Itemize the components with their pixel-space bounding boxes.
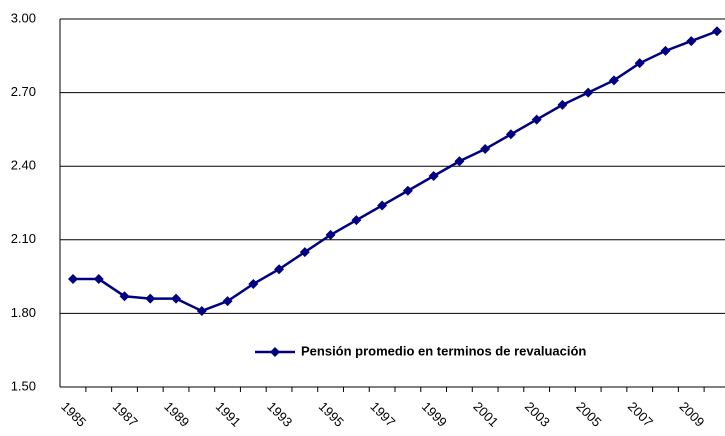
marker (222, 296, 233, 307)
marker (557, 99, 568, 110)
marker (119, 291, 130, 302)
y-tick-label: 1.80 (11, 305, 36, 320)
x-tick-label: 1991 (213, 399, 244, 430)
marker (686, 36, 697, 47)
y-tick-label: 2.40 (11, 158, 36, 173)
marker (325, 229, 336, 240)
line (73, 30, 718, 313)
x-tick-label: 1987 (110, 399, 141, 430)
marker (480, 144, 491, 155)
marker (505, 129, 516, 140)
marker (583, 87, 594, 98)
x-tick-label: 1997 (367, 399, 398, 430)
x-tick-label: 2007 (625, 399, 656, 430)
legend-marker (270, 347, 280, 357)
marker (402, 185, 413, 196)
x-tick-label: 1989 (161, 399, 192, 430)
y-tick-label: 2.10 (11, 231, 36, 246)
x-tick-label: 2005 (573, 399, 604, 430)
marker (531, 114, 542, 125)
marker (299, 247, 310, 258)
x-tick-label: 1985 (58, 399, 89, 430)
x-tick-label: 1999 (419, 399, 450, 430)
marker (248, 278, 259, 289)
marker (351, 215, 362, 226)
marker (68, 274, 78, 285)
marker (274, 264, 285, 275)
legend-label: Pensión promedio en terminos de revaluac… (301, 343, 586, 358)
x-tick-label: 2001 (470, 399, 501, 430)
y-tick-label: 3.00 (11, 10, 36, 25)
y-tick-label: 2.70 (11, 84, 36, 99)
marker (196, 305, 207, 316)
marker (93, 274, 104, 285)
marker (712, 26, 722, 37)
x-tick-label: 2003 (522, 399, 553, 430)
marker (171, 293, 182, 304)
marker (454, 156, 465, 167)
x-tick-label: 1993 (264, 399, 295, 430)
marker (634, 58, 645, 69)
marker (428, 171, 439, 182)
marker (660, 45, 671, 56)
marker (145, 293, 156, 304)
x-tick-label: 2009 (676, 399, 707, 430)
x-tick-label: 1995 (316, 399, 347, 430)
marker (608, 75, 619, 86)
marker (377, 200, 388, 211)
y-tick-label: 1.50 (11, 378, 36, 393)
